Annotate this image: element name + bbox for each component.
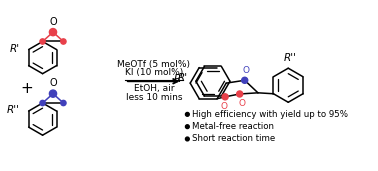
Text: O: O — [242, 66, 249, 75]
Text: R': R' — [174, 74, 184, 84]
Text: R': R' — [10, 44, 20, 54]
Circle shape — [237, 91, 243, 97]
Circle shape — [186, 125, 189, 129]
Circle shape — [61, 39, 66, 44]
Text: R': R' — [178, 73, 188, 83]
Text: +: + — [20, 81, 33, 96]
Text: KI (10 mol%): KI (10 mol%) — [125, 68, 183, 77]
Circle shape — [40, 100, 45, 106]
Text: Short reaction time: Short reaction time — [192, 134, 275, 143]
Text: Metal-free reaction: Metal-free reaction — [192, 122, 274, 131]
Circle shape — [50, 29, 57, 36]
Circle shape — [242, 77, 248, 83]
Text: High efficiency with yield up to 95%: High efficiency with yield up to 95% — [192, 110, 348, 119]
Circle shape — [222, 94, 228, 100]
Circle shape — [40, 39, 45, 44]
Circle shape — [61, 100, 66, 106]
Text: O: O — [238, 99, 245, 108]
Circle shape — [50, 90, 57, 97]
Text: O: O — [49, 78, 57, 88]
Text: O: O — [49, 17, 57, 27]
Text: O: O — [221, 102, 228, 111]
Text: MeOTf (5 mol%): MeOTf (5 mol%) — [117, 60, 190, 69]
Text: R'': R'' — [284, 52, 297, 63]
Circle shape — [186, 137, 189, 141]
Text: EtOH, air: EtOH, air — [133, 84, 174, 93]
Text: R'': R'' — [7, 105, 20, 115]
Circle shape — [186, 113, 189, 116]
Text: less 10 mins: less 10 mins — [125, 93, 182, 102]
